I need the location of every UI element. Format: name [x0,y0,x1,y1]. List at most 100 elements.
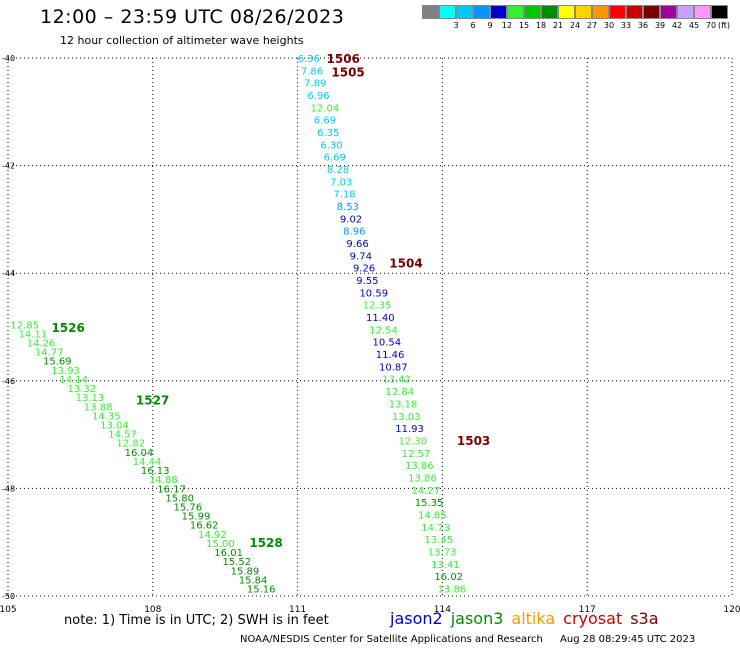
wave-height-value: 13.13 [76,393,105,404]
legend-tick-label: 27 [586,21,598,30]
note-text: note: 1) Time is in UTC; 2) SWH is in fe… [64,613,329,628]
wave-height-value: 6.69 [324,153,346,164]
legend-swatch [643,5,660,19]
legend-labels: 3 6 9 12 15 18 21 24 27 30 33 36 39 42 45 70 (ft) [422,19,730,31]
wave-height-value: 7.86 [301,66,323,77]
legend-swatches [422,5,728,19]
wave-height-value: 13.18 [389,399,418,410]
lat-tick-label: -48 [2,484,15,493]
legend-swatch [422,5,439,19]
legend-swatch [592,5,609,19]
legend-tick-label: 24 [569,21,581,30]
wave-height-value: 7.03 [330,177,352,188]
map-subtitle: 12 hour collection of altimeter wave hei… [60,34,304,47]
satellite-label: cryosat [563,609,623,628]
wave-height-value: 15.52 [222,557,251,568]
wave-height-value: 7.18 [333,190,355,201]
wave-height-value: 11.93 [395,424,424,435]
legend-tick-label: 36 [637,21,649,30]
wave-height-value: 6.35 [317,128,339,139]
legend-swatch [439,5,456,19]
wave-height-value: 10.87 [379,362,408,373]
track-id-label: 1505 [331,65,364,79]
legend-tick-label: 6 [470,21,476,30]
wave-height-value: 9.74 [350,251,372,262]
color-legend: 3 6 9 12 15 18 21 24 27 30 33 36 39 42 45 70 (ft) [422,5,730,31]
wave-height-value: 13.42 [382,375,411,386]
footer: NOAA/NESDIS Center for Satellite Applica… [240,634,695,645]
wave-height-value: 6.69 [314,116,336,127]
wave-height-value: 13.41 [431,560,460,571]
track-id-label: 1526 [51,321,84,335]
legend-swatch [456,5,473,19]
wave-height-value: 15.99 [182,512,211,523]
legend-swatch [541,5,558,19]
wave-height-value: 16.04 [125,448,154,459]
legend-swatch [711,5,728,19]
wave-height-value: 15.35 [415,498,444,509]
wave-height-value: 11.46 [376,350,405,361]
wave-height-value: 12.35 [363,301,392,312]
wave-height-value: 13.03 [392,412,421,423]
wave-height-value: 15.76 [174,502,203,513]
lat-tick-label: -44 [2,269,15,278]
track-id-label: 1527 [136,394,169,408]
legend-swatch [524,5,541,19]
wave-height-value: 7.89 [304,79,326,90]
wave-height-value: 16.17 [157,484,186,495]
wave-height-value: 14.26 [27,339,56,350]
wave-height-value: 9.55 [356,276,378,287]
wave-height-value: 8.28 [327,165,349,176]
timestamp-text: Aug 28 08:29:45 UTC 2023 [560,634,696,645]
legend-tick-label: 15 [518,21,530,30]
wave-tracks: 6.367.867.896.9612.046.696.356.306.698.2… [10,54,466,595]
wave-height-value: 13.45 [425,535,454,546]
wave-height-value: 16.02 [434,572,463,583]
lon-tick-label: 105 [0,605,17,615]
wave-height-value: 12.54 [369,325,398,336]
wave-height-value: 16.01 [214,548,243,559]
legend-swatch [626,5,643,19]
wave-height-value: 13.88 [84,402,113,413]
legend-tick-label: 45 [688,21,700,30]
legend-tick-label: 9 [487,21,493,30]
wave-height-value: 15.00 [206,539,235,550]
satellite-label: jason2 [390,609,443,628]
wave-height-value: 14.92 [198,530,227,541]
satellite-label: jason3 [450,609,504,628]
wave-height-value: 13.32 [68,384,97,395]
wave-height-value: 13.86 [405,461,434,472]
legend-swatch [490,5,507,19]
legend-swatch [609,5,626,19]
wave-height-value: 14.73 [421,523,450,534]
legend-tick-label: 42 [671,21,683,30]
wave-height-value: 14.44 [133,457,162,468]
wave-height-value: 15.80 [165,493,194,504]
legend-tick-label: 30 [603,21,615,30]
track-id-label: 1503 [457,434,490,448]
wave-height-value: 6.30 [320,140,342,151]
wave-height-value: 14.11 [19,329,48,340]
legend-swatch [473,5,490,19]
track-id-label: 1506 [327,52,360,66]
legend-swatch [677,5,694,19]
wave-height-value: 14.14 [59,375,88,386]
wave-height-value: 15.69 [43,357,72,368]
legend-tick-label: 39 [654,21,666,30]
lon-tick-label: 117 [579,605,596,615]
wave-height-value: 12.84 [385,387,414,398]
map-title: 12:00 – 23:59 UTC 08/26/2023 [40,6,345,28]
wave-height-value: 15.84 [239,575,268,586]
wave-height-value: 15.89 [231,566,260,577]
wave-height-value: 13.86 [438,584,467,595]
lon-tick-label: 111 [289,605,306,615]
wave-height-value: 11.40 [366,313,395,324]
wave-height-value: 9.02 [340,214,362,225]
satellite-label: s3a [630,609,659,628]
wave-height-value: 14.35 [92,411,121,422]
wave-height-value: 14.77 [35,348,64,359]
wave-height-value: 12.30 [399,436,428,447]
wave-height-value: 13.93 [51,366,80,377]
track-id-label: 1528 [249,536,282,550]
